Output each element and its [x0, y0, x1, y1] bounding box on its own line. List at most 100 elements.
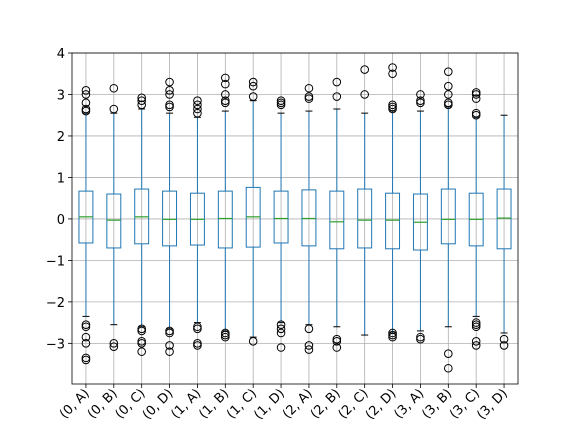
flier: [416, 332, 425, 342]
flier: [81, 104, 91, 114]
x-tick-label: (1, A): [169, 386, 205, 422]
flier: [471, 318, 481, 327]
flier: [332, 77, 342, 87]
y-tick-label: −1: [46, 254, 65, 269]
flier: [276, 328, 286, 338]
box: [217, 190, 233, 249]
flier: [471, 336, 481, 346]
flier: [221, 96, 230, 106]
flier: [81, 353, 91, 363]
flier: [165, 86, 174, 95]
flier: [304, 94, 314, 103]
flier: [444, 363, 453, 373]
flier: [444, 100, 453, 110]
x-tick-label: (0, D): [140, 386, 177, 423]
flier: [221, 90, 230, 99]
x-tick-label: (1, D): [251, 386, 288, 423]
flier: [444, 67, 453, 76]
box: [357, 188, 373, 249]
flier: [109, 339, 119, 348]
flier: [471, 341, 481, 350]
flier: [416, 90, 425, 99]
flier: [137, 347, 146, 356]
axes-frame: [71, 52, 519, 385]
flier: [499, 334, 509, 344]
flier: [471, 94, 481, 103]
flier: [388, 102, 397, 112]
y-tick-label: −2: [46, 296, 65, 311]
flier: [193, 322, 202, 332]
flier: [81, 339, 91, 348]
flier: [304, 92, 314, 101]
flier: [81, 86, 91, 95]
flier: [276, 343, 286, 352]
flier: [165, 341, 174, 350]
x-tick-label: (0, A): [57, 386, 93, 422]
y-tick-label: 3: [57, 88, 65, 103]
flier: [81, 320, 91, 329]
flier: [221, 79, 230, 89]
flier: [248, 81, 258, 91]
flier: [471, 110, 481, 120]
flier: [444, 90, 453, 99]
flier: [360, 65, 369, 74]
flier: [193, 341, 202, 350]
flier: [221, 328, 230, 338]
flier: [137, 336, 146, 346]
flier: [165, 328, 174, 338]
box: [106, 193, 122, 249]
flier: [248, 77, 258, 87]
flier: [471, 108, 481, 118]
flier: [248, 92, 258, 101]
flier: [332, 343, 342, 352]
flier: [388, 332, 397, 342]
flier: [81, 322, 91, 332]
flier: [165, 77, 174, 87]
flier: [388, 69, 397, 79]
flier: [165, 347, 174, 356]
x-tick-label: (1, B): [196, 386, 232, 422]
flier: [137, 96, 146, 106]
flier: [221, 332, 230, 342]
y-tick-label: 1: [57, 171, 65, 186]
flier: [193, 339, 202, 348]
flier: [137, 326, 146, 336]
flier: [388, 330, 397, 340]
flier: [165, 326, 174, 336]
flier: [304, 83, 314, 93]
y-tick-label: −3: [46, 337, 65, 352]
x-tick-label: (3, A): [392, 386, 428, 422]
flier: [109, 104, 119, 114]
y-tick-label: 0: [57, 213, 65, 228]
flier: [193, 108, 202, 118]
flier: [388, 104, 397, 114]
x-tick-label: (3, D): [474, 386, 511, 423]
box: [440, 188, 456, 245]
flier: [81, 355, 91, 365]
x-tick-label: (2, D): [363, 386, 400, 423]
flier: [304, 324, 314, 334]
x-tick-label: (2, A): [280, 386, 316, 422]
flier: [499, 341, 509, 350]
flier: [193, 100, 202, 110]
y-tick-label: 2: [57, 130, 65, 145]
flier: [165, 102, 174, 112]
box: [329, 190, 345, 250]
flier: [388, 63, 397, 72]
flier: [137, 93, 146, 103]
box: [496, 188, 512, 250]
flier: [471, 320, 481, 329]
y-tick-label: 4: [57, 47, 65, 62]
x-tick-label: (3, B): [419, 386, 455, 422]
flier: [81, 90, 91, 99]
flier: [416, 334, 425, 344]
flier: [109, 342, 119, 351]
flier: [416, 98, 425, 108]
flier: [444, 98, 453, 108]
flier: [444, 349, 453, 359]
box: [385, 192, 401, 250]
flier: [137, 324, 146, 334]
flier: [471, 88, 481, 97]
box: [301, 189, 317, 247]
flier: [276, 320, 286, 329]
